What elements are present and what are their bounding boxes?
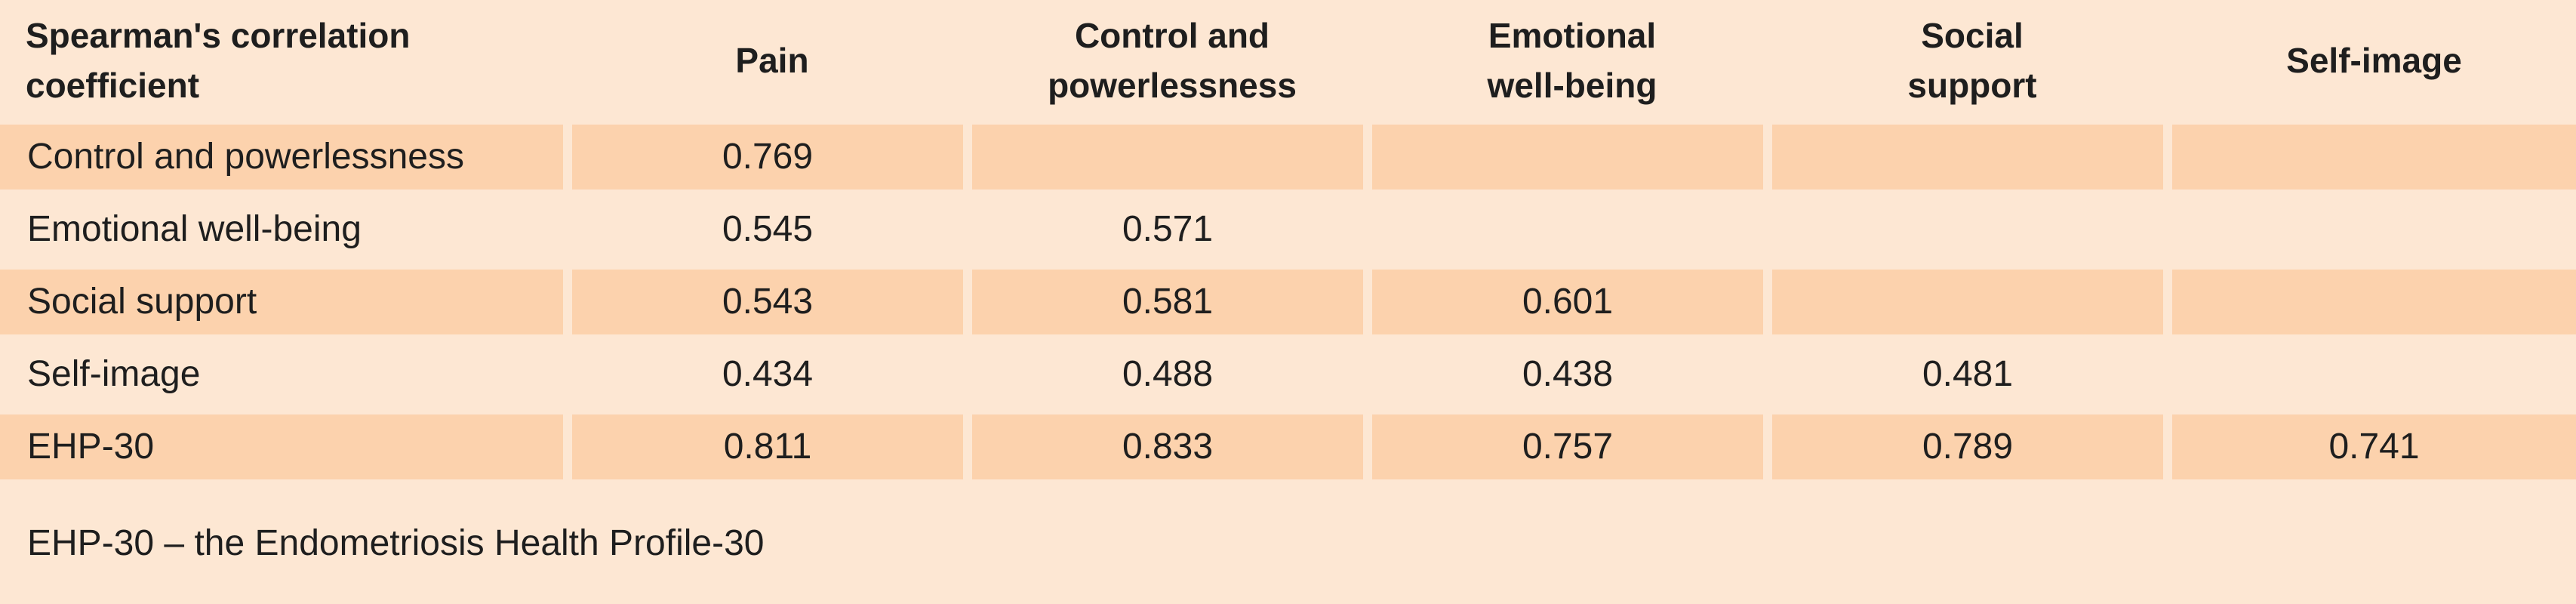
table-cell: [2172, 266, 2576, 338]
table-cell: [1772, 266, 2172, 338]
table-row: Social support 0.543 0.581 0.601: [0, 266, 2576, 338]
row-label: Emotional well-being: [27, 209, 362, 249]
table-row: Control and powerlessness 0.769: [0, 121, 2576, 193]
table-cell: 0.581: [972, 266, 1372, 338]
table-cell: 0.481: [1922, 354, 2014, 394]
table-cell: [1372, 193, 1772, 266]
table-cell: 0.543: [572, 266, 972, 338]
row-label: Social support: [0, 266, 572, 338]
row-label: Control and powerlessness: [0, 121, 572, 193]
row-label: Self-image: [27, 354, 201, 394]
header-cell-self-image: Self-image: [2286, 41, 2462, 80]
header-cell-social-support: Social support: [1907, 16, 2037, 105]
table-cell: 0.741: [2172, 411, 2576, 483]
table-cell: 0.789: [1772, 411, 2172, 483]
table-cell: 0.601: [1372, 266, 1772, 338]
row-label: EHP-30: [0, 411, 572, 483]
table-cell: [2172, 193, 2576, 266]
table-cell: [1372, 121, 1772, 193]
table-cell: 0.757: [1372, 411, 1772, 483]
header-cell-pain: Pain: [735, 41, 809, 80]
table-cell: 0.488: [1122, 354, 1214, 394]
table-cell: [1772, 121, 2172, 193]
header-cell-control-powerlessness: Control and powerlessness: [1048, 16, 1297, 105]
table-cell: 0.434: [722, 354, 814, 394]
header-cell-emotional-well-being: Emotional well-being: [1487, 16, 1657, 105]
table-cell: 0.833: [972, 411, 1372, 483]
table-cell: [1772, 193, 2172, 266]
table-cell: 0.769: [572, 121, 972, 193]
table-cell: [2172, 121, 2576, 193]
table-header-row: Spearman's correlation coefficient Pain …: [0, 0, 2576, 121]
table-row: Self-image 0.434 0.488 0.438 0.481: [0, 338, 2576, 411]
table-footnote: EHP-30 – the Endometriosis Health Profil…: [27, 523, 765, 563]
table-cell: 0.438: [1522, 354, 1614, 394]
header-cell-spearman: Spearman's correlation coefficient: [26, 16, 411, 105]
table-cell: 0.571: [1122, 209, 1214, 249]
table-cell: [2172, 338, 2576, 411]
correlation-table: Spearman's correlation coefficient Pain …: [0, 0, 2576, 483]
table-row: Emotional well-being 0.545 0.571: [0, 193, 2576, 266]
table-row: EHP-30 0.811 0.833 0.757 0.789 0.741: [0, 411, 2576, 483]
table-cell: 0.811: [572, 411, 972, 483]
table-cell: [972, 121, 1372, 193]
table-cell: 0.545: [722, 209, 814, 249]
